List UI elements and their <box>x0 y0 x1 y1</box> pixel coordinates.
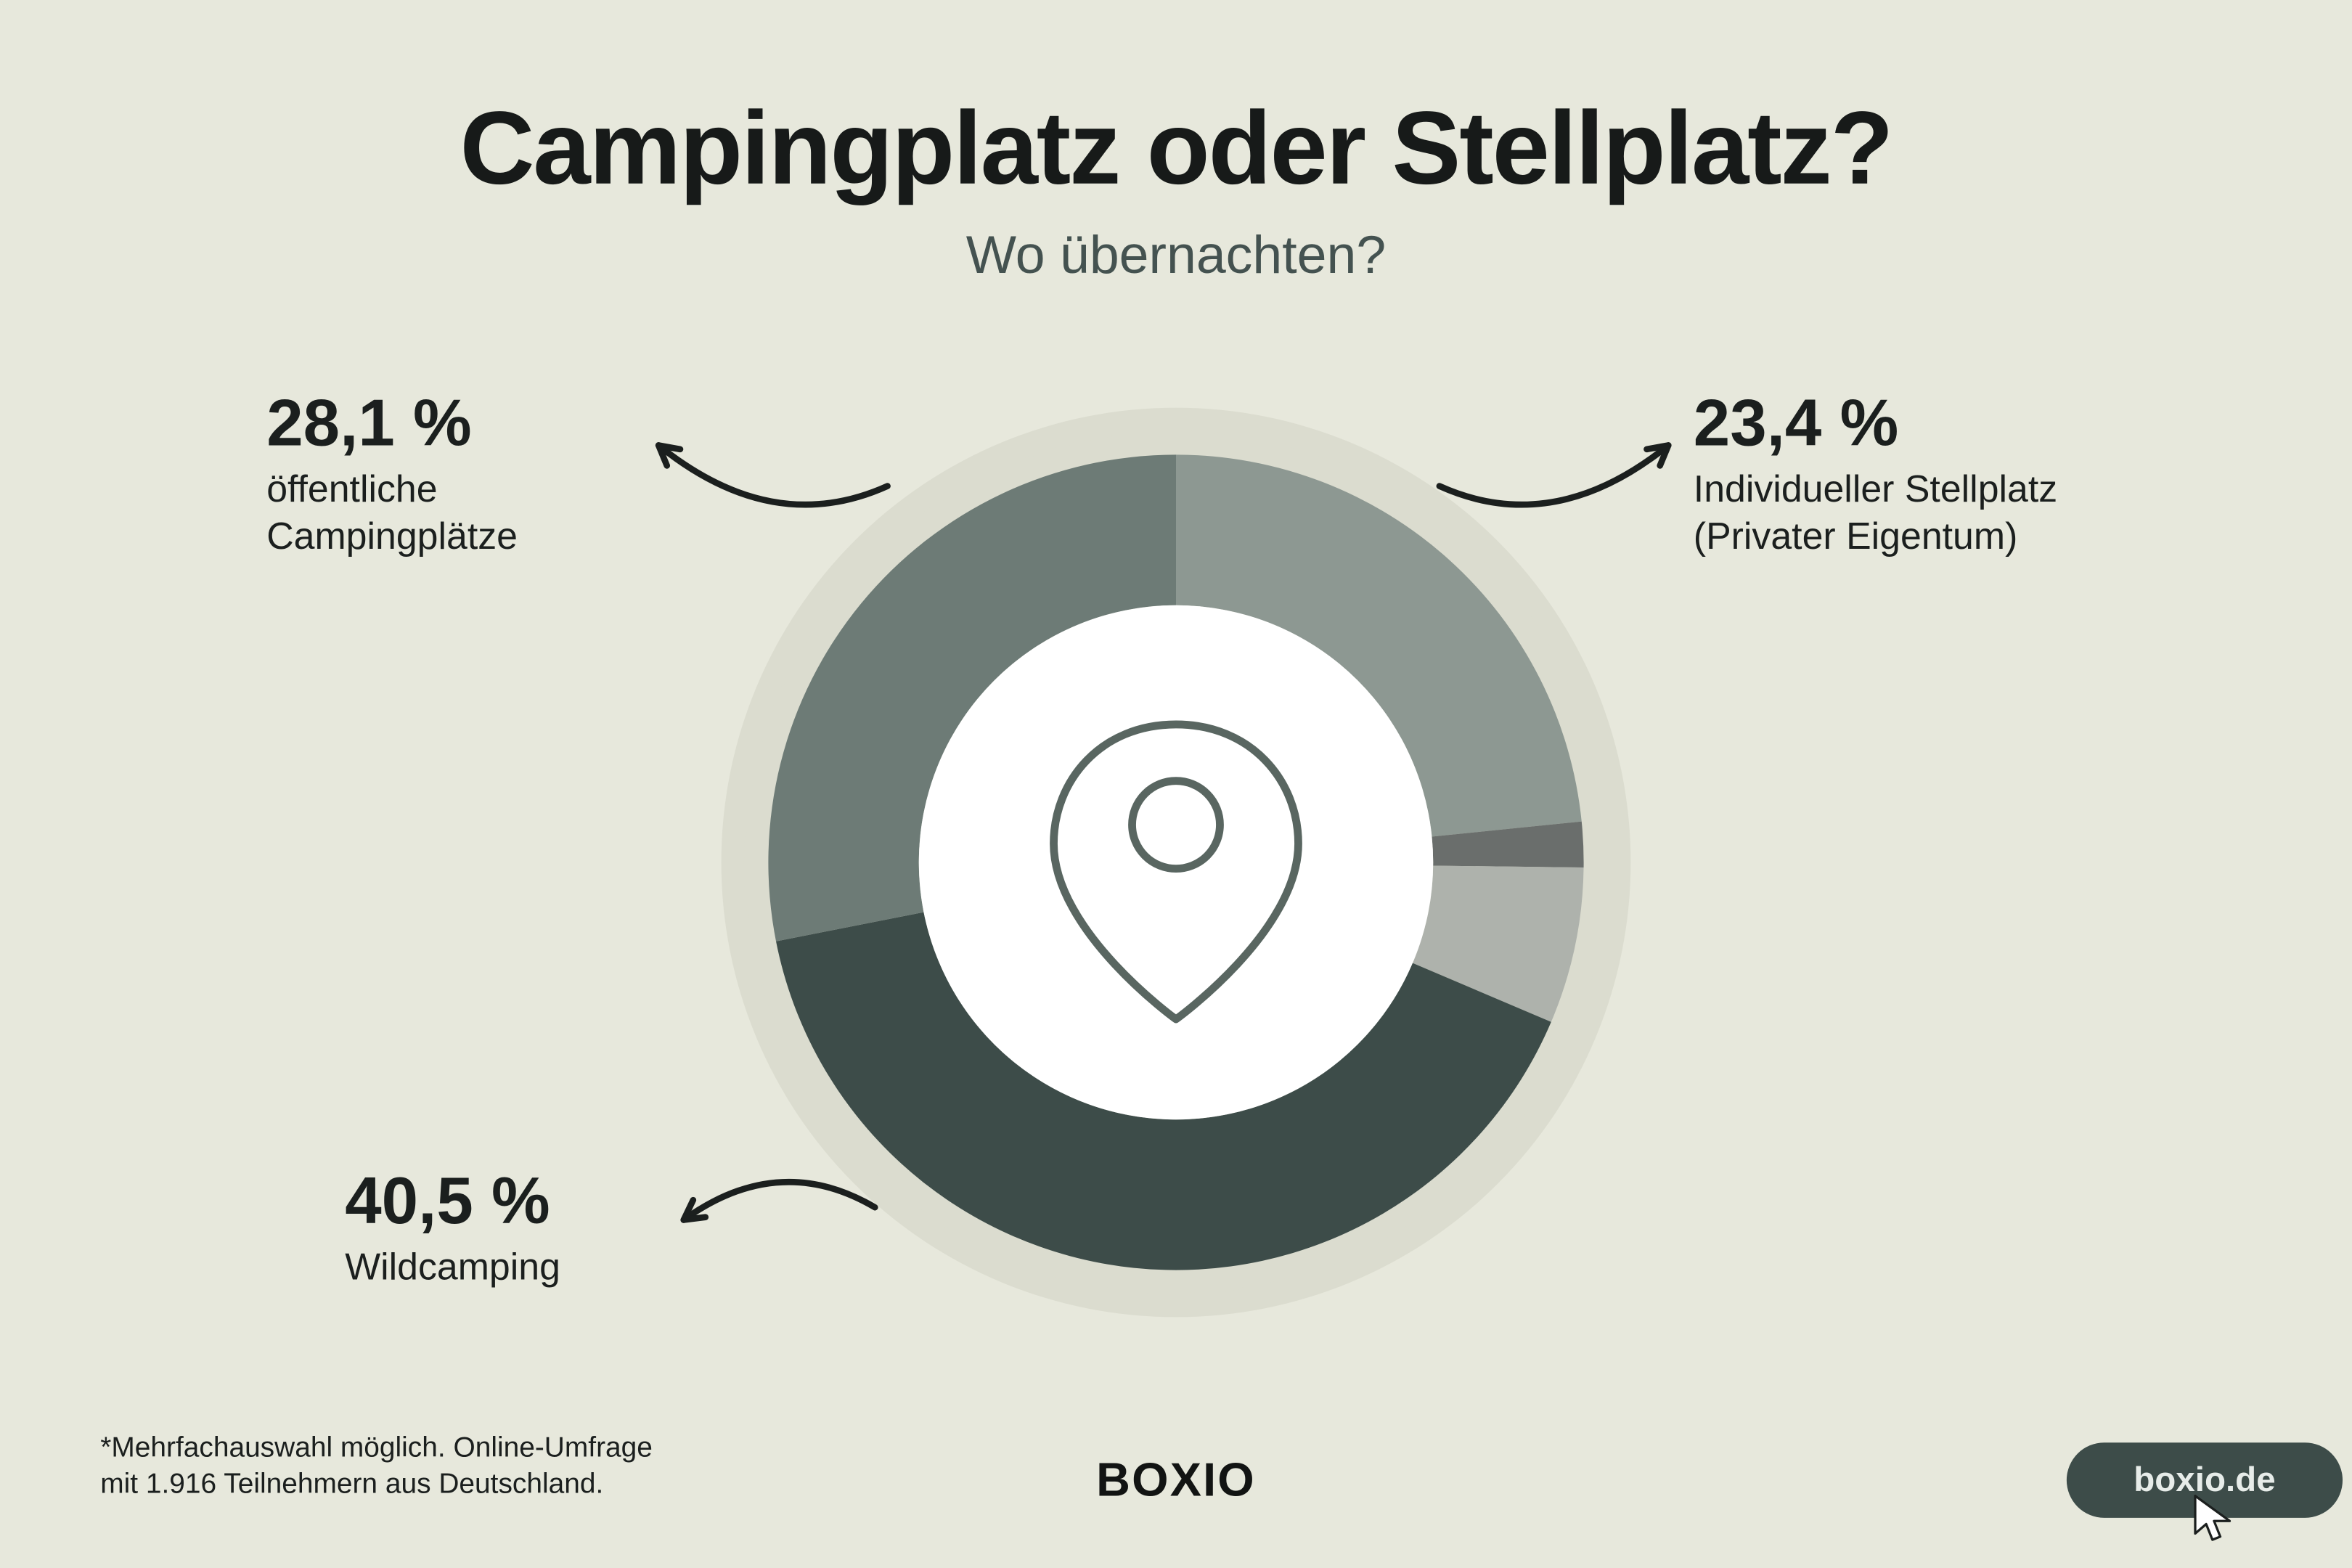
callout-percent: 23,4 % <box>1694 389 2057 458</box>
page-title: Campingplatz oder Stellplatz? <box>0 88 2352 207</box>
infographic-canvas: Campingplatz oder Stellplatz? Wo übernac… <box>0 0 2352 1568</box>
callout-wild: 40,5 % Wildcamping <box>345 1167 560 1292</box>
callout-public: 28,1 % öffentliche Campingplätze <box>266 389 518 562</box>
callout-private: 23,4 % Individueller Stellplatz (Privater… <box>1694 389 2057 562</box>
donut-chart <box>715 401 1637 1323</box>
callout-label: Individueller Stellplatz (Privater Eigen… <box>1694 467 2057 562</box>
callout-percent: 28,1 % <box>266 389 518 458</box>
callout-label: Wildcamping <box>345 1245 560 1292</box>
cursor-icon <box>2192 1493 2236 1545</box>
callout-label: öffentliche Campingplätze <box>266 467 518 562</box>
brand-logo-text: BOXIO <box>0 1455 2352 1508</box>
page-subtitle: Wo übernachten? <box>0 226 2352 287</box>
callout-percent: 40,5 % <box>345 1167 560 1236</box>
